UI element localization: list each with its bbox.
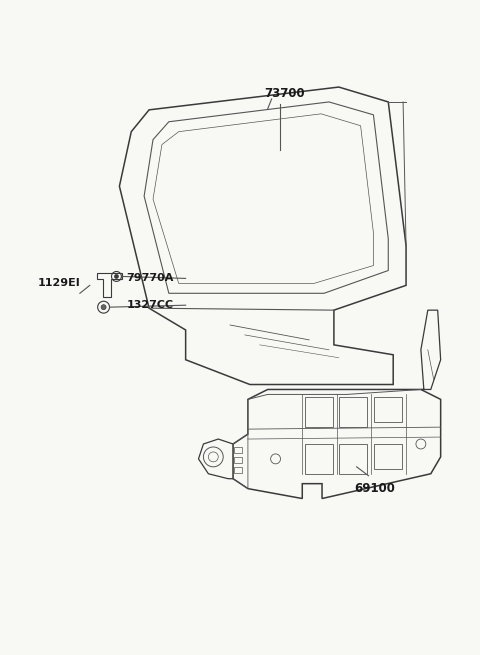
- Bar: [339, 444, 367, 474]
- Text: 1327CC: 1327CC: [126, 300, 173, 310]
- Bar: [305, 398, 333, 427]
- Bar: [234, 457, 242, 463]
- Circle shape: [101, 305, 106, 310]
- Bar: [305, 444, 333, 474]
- Text: 73700: 73700: [264, 88, 305, 100]
- Text: 79770A: 79770A: [126, 273, 174, 284]
- Text: 1129EI: 1129EI: [37, 278, 80, 288]
- Text: 69100: 69100: [355, 482, 396, 495]
- Circle shape: [114, 274, 119, 278]
- Bar: [234, 447, 242, 453]
- Bar: [339, 398, 367, 427]
- Bar: [234, 467, 242, 473]
- Bar: [374, 398, 402, 422]
- Bar: [374, 444, 402, 469]
